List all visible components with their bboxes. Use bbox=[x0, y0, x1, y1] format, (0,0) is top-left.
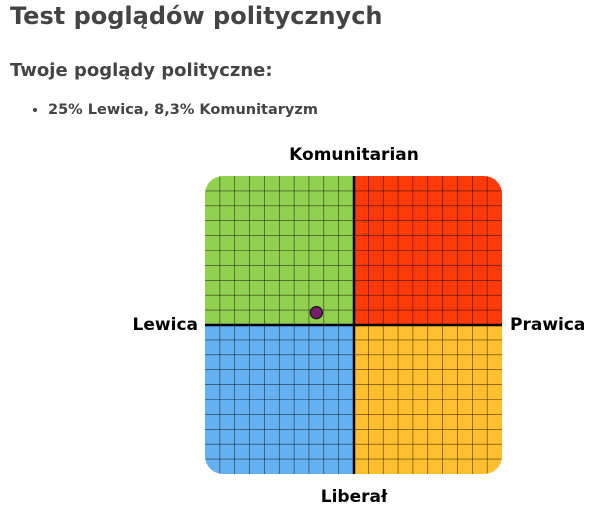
result-heading: Twoje poglądy polityczne: bbox=[10, 60, 273, 81]
page-title: Test poglądów politycznych bbox=[10, 2, 383, 30]
top-label: Komunitarian bbox=[289, 145, 419, 165]
bottom-label: Liberał bbox=[321, 487, 388, 507]
right-label: Prawica bbox=[510, 315, 585, 335]
result-list: 25% Lewica, 8,3% Komunitaryzm bbox=[10, 102, 318, 118]
result-item: 25% Lewica, 8,3% Komunitaryzm bbox=[48, 102, 318, 118]
position-dot bbox=[309, 305, 324, 320]
left-label: Lewica bbox=[133, 315, 198, 335]
